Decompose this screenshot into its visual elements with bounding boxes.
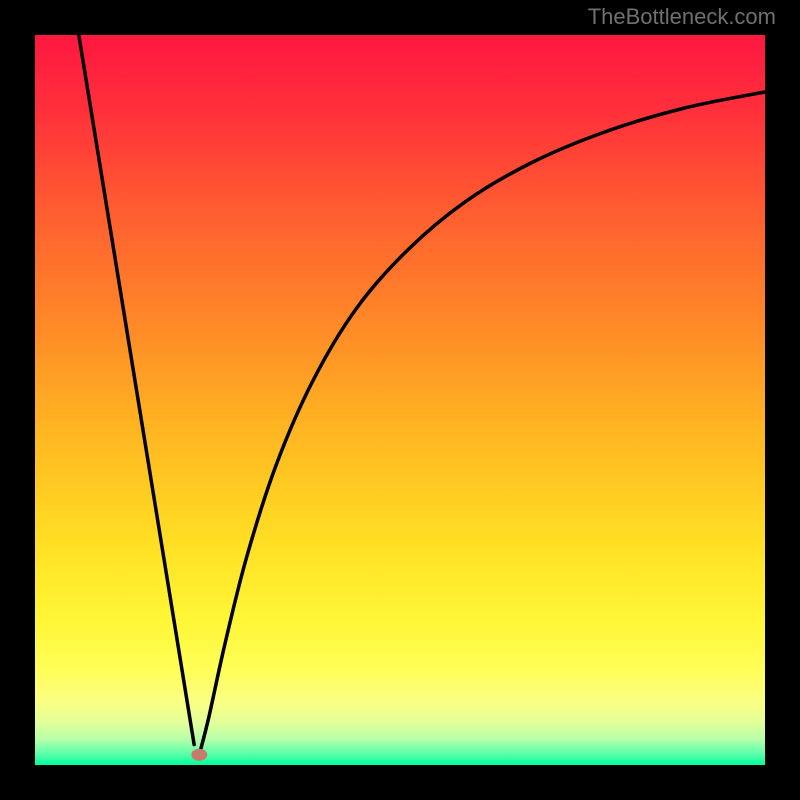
watermark-text: TheBottleneck.com [588,4,776,30]
bottleneck-marker [191,749,207,761]
plot-area [35,35,765,765]
curve-overlay [35,35,765,765]
curve-left-branch [79,35,194,745]
curve-right-branch [199,92,765,755]
chart-container: TheBottleneck.com [0,0,800,800]
